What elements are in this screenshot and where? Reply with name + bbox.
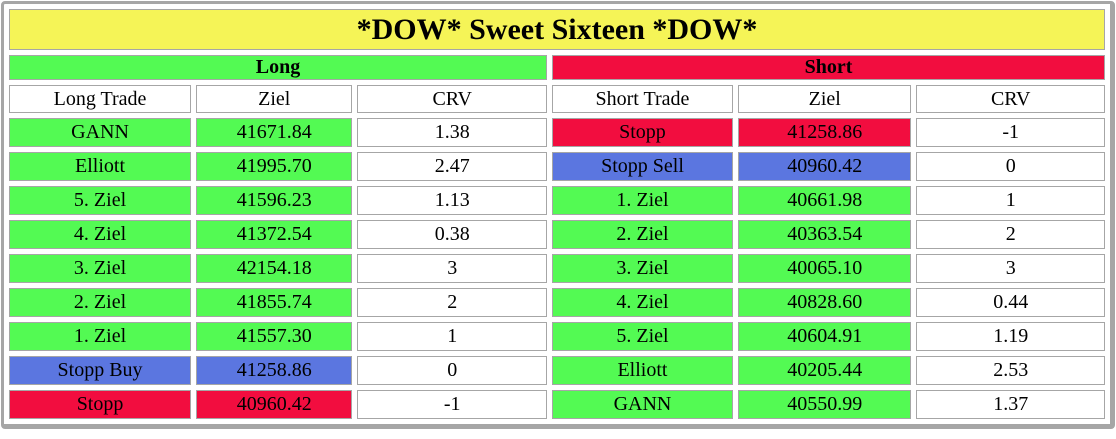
short-crv-cell: 1.37 [916, 390, 1105, 419]
short-trade-cell: 5. Ziel [551, 322, 733, 351]
long-ziel-cell: 41671.84 [196, 118, 353, 147]
long-crv-cell: 1 [357, 322, 547, 351]
long-crv-cell: 1.38 [357, 118, 547, 147]
column-header-short-crv: CRV [916, 85, 1105, 113]
column-header-long-crv: CRV [357, 85, 547, 113]
short-trade-cell: 2. Ziel [551, 220, 733, 249]
short-crv-cell: 2 [916, 220, 1105, 249]
short-trade-cell: Stopp Sell [551, 152, 733, 181]
long-trade-cell: 1. Ziel [9, 322, 192, 351]
table-row: Stopp 40960.42 -1 GANN 40550.99 1.37 [9, 390, 1105, 419]
short-ziel-cell: 40604.91 [737, 322, 912, 351]
column-header-long-trade: Long Trade [9, 85, 192, 113]
title-row: *DOW* Sweet Sixteen *DOW* [9, 9, 1105, 50]
long-crv-cell: 0.38 [357, 220, 547, 249]
table-row: 2. Ziel 41855.74 2 4. Ziel 40828.60 0.44 [9, 288, 1105, 317]
short-crv-cell: 1 [916, 186, 1105, 215]
short-crv-cell: 1.19 [916, 322, 1105, 351]
table-row: 4. Ziel 41372.54 0.38 2. Ziel 40363.54 2 [9, 220, 1105, 249]
long-crv-cell: 3 [357, 254, 547, 283]
table-row: Stopp Buy 41258.86 0 Elliott 40205.44 2.53 [9, 356, 1105, 385]
short-ziel-cell: 40550.99 [737, 390, 912, 419]
long-ziel-cell: 41596.23 [196, 186, 353, 215]
section-header-row: Long Short [9, 55, 1105, 80]
dow-sweet-sixteen-panel: *DOW* Sweet Sixteen *DOW* Long Short Lon… [1, 1, 1115, 429]
table-row: 1. Ziel 41557.30 1 5. Ziel 40604.91 1.19 [9, 322, 1105, 351]
long-crv-cell: 2.47 [357, 152, 547, 181]
long-ziel-cell: 41258.86 [196, 356, 353, 385]
short-ziel-cell: 40828.60 [737, 288, 912, 317]
short-ziel-cell: 40363.54 [737, 220, 912, 249]
short-trade-cell: Elliott [551, 356, 733, 385]
long-ziel-cell: 40960.42 [196, 390, 353, 419]
long-trade-cell: 4. Ziel [9, 220, 192, 249]
long-ziel-cell: 41855.74 [196, 288, 353, 317]
short-ziel-cell: 40960.42 [737, 152, 912, 181]
column-header-long-ziel: Ziel [196, 85, 353, 113]
long-crv-cell: -1 [357, 390, 547, 419]
long-trade-cell: 5. Ziel [9, 186, 192, 215]
page-title: *DOW* Sweet Sixteen *DOW* [9, 9, 1105, 50]
table-row: GANN 41671.84 1.38 Stopp 41258.86 -1 [9, 118, 1105, 147]
short-trade-cell: GANN [551, 390, 733, 419]
long-trade-cell: 2. Ziel [9, 288, 192, 317]
short-ziel-cell: 40661.98 [737, 186, 912, 215]
short-trade-cell: 3. Ziel [551, 254, 733, 283]
short-crv-cell: 0.44 [916, 288, 1105, 317]
short-section-header: Short [551, 55, 1105, 80]
long-ziel-cell: 42154.18 [196, 254, 353, 283]
trade-table: *DOW* Sweet Sixteen *DOW* Long Short Lon… [4, 4, 1110, 424]
column-header-row: Long Trade Ziel CRV Short Trade Ziel CRV [9, 85, 1105, 113]
short-crv-cell: 0 [916, 152, 1105, 181]
long-ziel-cell: 41372.54 [196, 220, 353, 249]
long-crv-cell: 0 [357, 356, 547, 385]
long-crv-cell: 2 [357, 288, 547, 317]
table-row: Elliott 41995.70 2.47 Stopp Sell 40960.42 0 [9, 152, 1105, 181]
long-section-header: Long [9, 55, 547, 80]
long-ziel-cell: 41995.70 [196, 152, 353, 181]
short-trade-cell: 1. Ziel [551, 186, 733, 215]
long-trade-cell: Elliott [9, 152, 192, 181]
short-trade-cell: Stopp [551, 118, 733, 147]
column-header-short-trade: Short Trade [551, 85, 733, 113]
table-row: 3. Ziel 42154.18 3 3. Ziel 40065.10 3 [9, 254, 1105, 283]
long-trade-cell: GANN [9, 118, 192, 147]
long-crv-cell: 1.13 [357, 186, 547, 215]
short-trade-cell: 4. Ziel [551, 288, 733, 317]
table-row: 5. Ziel 41596.23 1.13 1. Ziel 40661.98 1 [9, 186, 1105, 215]
column-header-short-ziel: Ziel [737, 85, 912, 113]
short-ziel-cell: 41258.86 [737, 118, 912, 147]
short-crv-cell: 3 [916, 254, 1105, 283]
short-crv-cell: 2.53 [916, 356, 1105, 385]
short-ziel-cell: 40065.10 [737, 254, 912, 283]
long-ziel-cell: 41557.30 [196, 322, 353, 351]
short-crv-cell: -1 [916, 118, 1105, 147]
short-ziel-cell: 40205.44 [737, 356, 912, 385]
long-trade-cell: 3. Ziel [9, 254, 192, 283]
long-trade-cell: Stopp [9, 390, 192, 419]
table-body: GANN 41671.84 1.38 Stopp 41258.86 -1 Elliott 41… [9, 118, 1105, 419]
long-trade-cell: Stopp Buy [9, 356, 192, 385]
